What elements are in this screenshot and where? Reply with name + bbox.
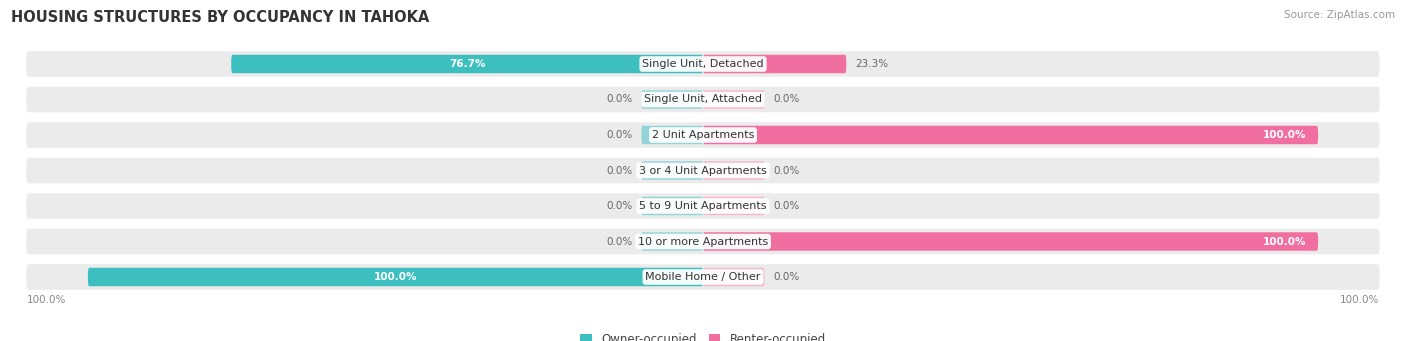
FancyBboxPatch shape bbox=[703, 161, 765, 180]
FancyBboxPatch shape bbox=[641, 126, 703, 144]
Text: 76.7%: 76.7% bbox=[449, 59, 485, 69]
Text: 100.0%: 100.0% bbox=[374, 272, 418, 282]
Text: 0.0%: 0.0% bbox=[606, 201, 633, 211]
Text: 0.0%: 0.0% bbox=[606, 94, 633, 104]
FancyBboxPatch shape bbox=[27, 51, 1379, 77]
Text: 0.0%: 0.0% bbox=[606, 165, 633, 176]
Text: HOUSING STRUCTURES BY OCCUPANCY IN TAHOKA: HOUSING STRUCTURES BY OCCUPANCY IN TAHOK… bbox=[11, 10, 430, 25]
FancyBboxPatch shape bbox=[27, 158, 1379, 183]
Text: Single Unit, Detached: Single Unit, Detached bbox=[643, 59, 763, 69]
Text: 0.0%: 0.0% bbox=[606, 130, 633, 140]
FancyBboxPatch shape bbox=[27, 193, 1379, 219]
FancyBboxPatch shape bbox=[87, 268, 703, 286]
Text: 10 or more Apartments: 10 or more Apartments bbox=[638, 237, 768, 247]
FancyBboxPatch shape bbox=[703, 232, 1319, 251]
FancyBboxPatch shape bbox=[27, 122, 1379, 148]
FancyBboxPatch shape bbox=[703, 197, 765, 215]
Text: 100.0%: 100.0% bbox=[1263, 130, 1306, 140]
Text: 100.0%: 100.0% bbox=[1263, 237, 1306, 247]
Text: Source: ZipAtlas.com: Source: ZipAtlas.com bbox=[1284, 10, 1395, 20]
Text: Mobile Home / Other: Mobile Home / Other bbox=[645, 272, 761, 282]
FancyBboxPatch shape bbox=[641, 197, 703, 215]
FancyBboxPatch shape bbox=[27, 229, 1379, 254]
Text: Single Unit, Attached: Single Unit, Attached bbox=[644, 94, 762, 104]
FancyBboxPatch shape bbox=[641, 90, 703, 109]
FancyBboxPatch shape bbox=[703, 126, 1319, 144]
Text: 100.0%: 100.0% bbox=[27, 295, 66, 305]
Text: 0.0%: 0.0% bbox=[773, 94, 800, 104]
Text: 0.0%: 0.0% bbox=[606, 237, 633, 247]
FancyBboxPatch shape bbox=[703, 268, 765, 286]
FancyBboxPatch shape bbox=[641, 161, 703, 180]
Text: 2 Unit Apartments: 2 Unit Apartments bbox=[652, 130, 754, 140]
Text: 0.0%: 0.0% bbox=[773, 272, 800, 282]
Text: 100.0%: 100.0% bbox=[1340, 295, 1379, 305]
Text: 0.0%: 0.0% bbox=[773, 201, 800, 211]
Text: 23.3%: 23.3% bbox=[855, 59, 889, 69]
FancyBboxPatch shape bbox=[703, 55, 846, 73]
FancyBboxPatch shape bbox=[27, 87, 1379, 112]
Text: 0.0%: 0.0% bbox=[773, 165, 800, 176]
Text: 5 to 9 Unit Apartments: 5 to 9 Unit Apartments bbox=[640, 201, 766, 211]
FancyBboxPatch shape bbox=[641, 232, 703, 251]
Legend: Owner-occupied, Renter-occupied: Owner-occupied, Renter-occupied bbox=[575, 329, 831, 341]
FancyBboxPatch shape bbox=[27, 264, 1379, 290]
FancyBboxPatch shape bbox=[231, 55, 703, 73]
Text: 3 or 4 Unit Apartments: 3 or 4 Unit Apartments bbox=[640, 165, 766, 176]
FancyBboxPatch shape bbox=[703, 90, 765, 109]
